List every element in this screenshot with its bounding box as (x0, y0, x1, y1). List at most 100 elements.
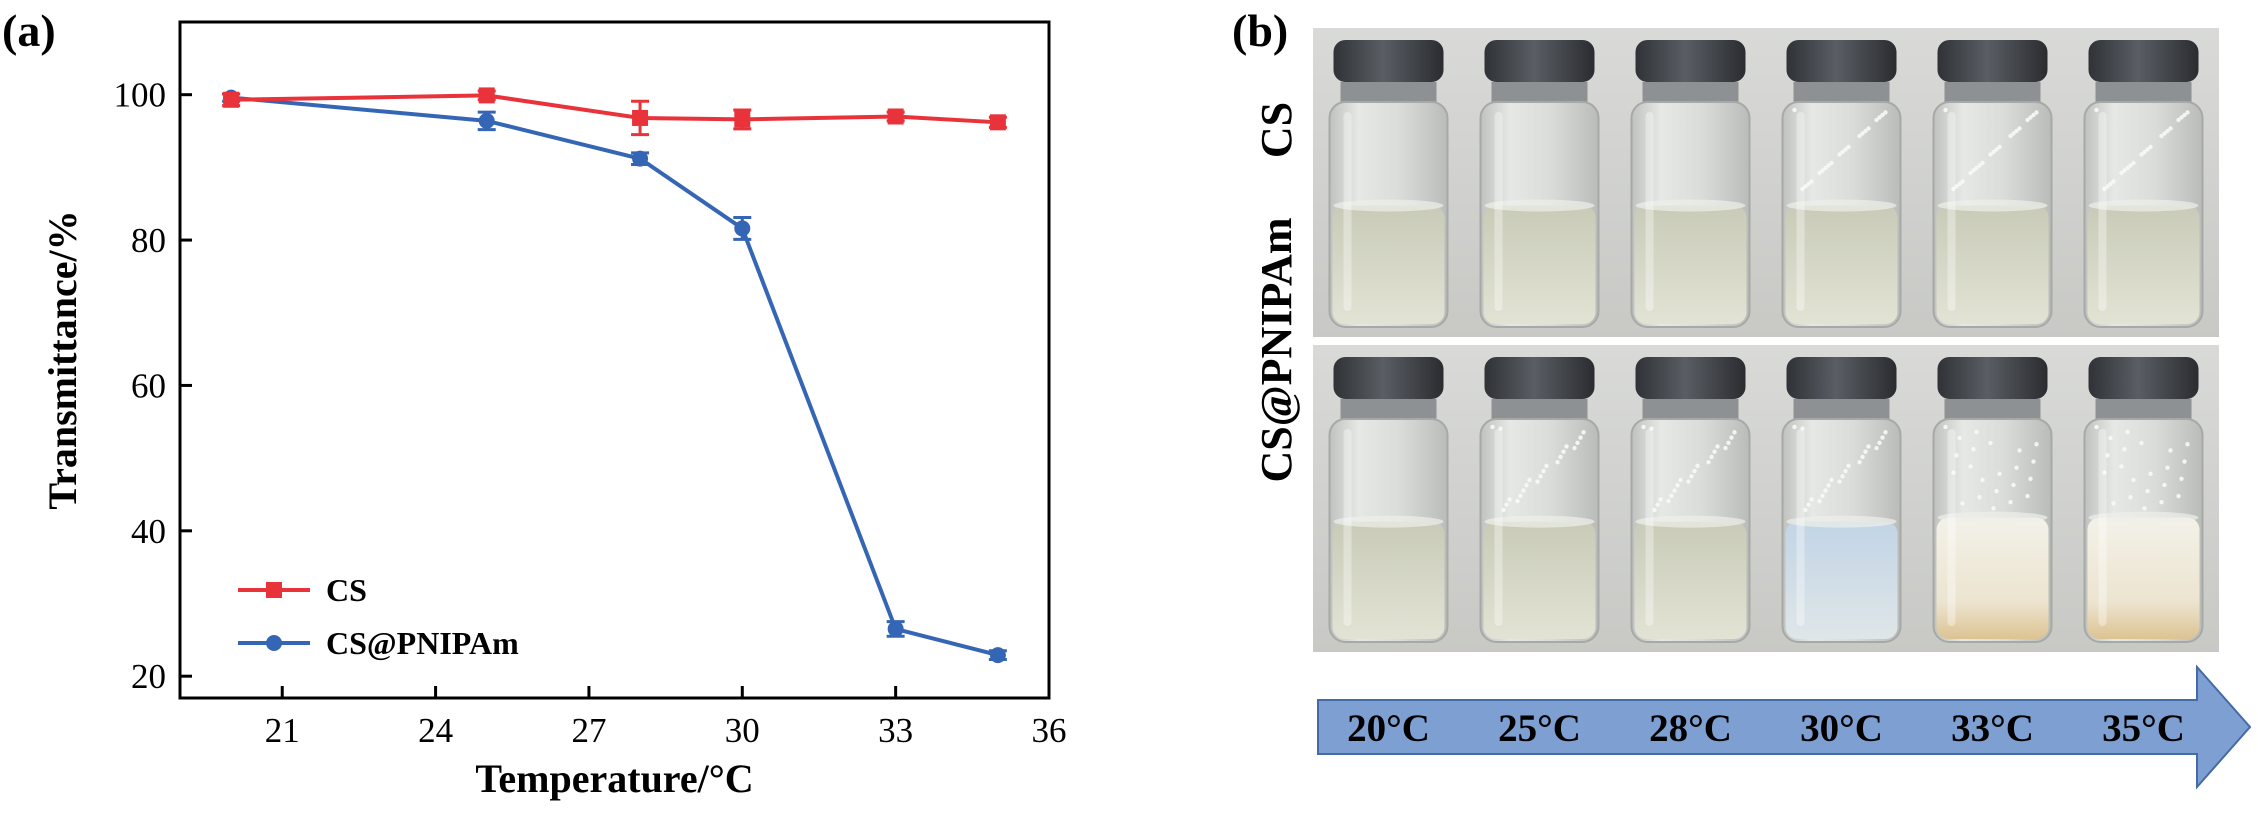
condensation-dot (1826, 163, 1831, 168)
liquid-meniscus (1635, 199, 1746, 212)
condensation-dot (2131, 477, 2136, 483)
condensation-dot (1541, 468, 1546, 474)
condensation-dot (1991, 149, 1996, 155)
condensation-dot (2034, 110, 2039, 115)
liquid-meniscus (1333, 515, 1444, 528)
vial-liquid (2087, 205, 2200, 324)
condensation-dot (2185, 442, 2190, 447)
condensation-dot (1866, 126, 1871, 131)
condensation-dot (1726, 440, 1731, 445)
condensation-dot (1561, 449, 1566, 454)
condensation-dot (1692, 468, 1697, 474)
condensation-dot (1860, 131, 1865, 136)
condensation-dot (2034, 442, 2039, 447)
condensation-dot (1880, 112, 1885, 118)
condensation-dot (1666, 498, 1671, 504)
vial-photo-cs-3 (1615, 28, 1766, 337)
condensation-dot (2031, 459, 2036, 464)
condensation-dot (1957, 435, 1962, 441)
vial-collar (1491, 399, 1588, 419)
condensation-dot (1709, 454, 1714, 460)
condensation-dot (1527, 477, 1532, 483)
y-tick-label: 20 (131, 657, 166, 696)
vial-photo-cs-pnipam-4 (1766, 345, 1917, 652)
vial-collar (2095, 399, 2192, 419)
condensation-dot (1883, 110, 1888, 115)
condensation-dot (1729, 435, 1734, 440)
liquid-meniscus (1937, 199, 2048, 212)
condensation-dot (2128, 163, 2133, 168)
condensation-dot (2176, 117, 2181, 123)
condensation-dot (1997, 471, 2002, 477)
condensation-dot (1501, 507, 1506, 513)
condensation-dot (1575, 440, 1580, 445)
y-tick-label: 60 (131, 366, 166, 405)
condensation-dot (1806, 502, 1811, 507)
condensation-dot (2176, 493, 2181, 499)
condensation-dot (1826, 483, 1831, 488)
vial-cap (1786, 40, 1897, 82)
vial-cap (1786, 357, 1897, 399)
condensation-dot (2168, 126, 2173, 131)
vial-collar (1944, 399, 2041, 419)
condensation-dot (2179, 115, 2184, 120)
vial-cap (1937, 357, 2048, 399)
legend: CS CS@PNIPAm (238, 572, 519, 661)
condensation-dot (1544, 463, 1549, 469)
liquid-meniscus (1333, 199, 1444, 212)
liquid-meniscus (2088, 199, 2199, 212)
temperature-labels: 20°C 25°C 28°C 30°C 33°C 35°C (1347, 707, 2185, 750)
condensation-dot (1843, 147, 1848, 152)
row-label-cs-pnipam: CS@PNIPAm (1252, 218, 1301, 483)
vial-liquid (1936, 517, 2049, 639)
condensation-dot (1991, 506, 1996, 511)
condensation-dot (2014, 128, 2019, 134)
panel-a-label: (a) (2, 5, 56, 56)
condensation-dot (1498, 426, 1503, 431)
condensation-dot (1803, 507, 1808, 513)
condensation-dot (2162, 131, 2167, 136)
glass-highlight (1645, 112, 1654, 311)
condensation-dot (1994, 147, 1999, 152)
condensation-dot (1564, 444, 1569, 449)
condensation-dot (1883, 430, 1888, 435)
condensation-dot (1951, 186, 1956, 192)
condensation-dot (1980, 477, 1985, 483)
condensation-dot (1943, 424, 1948, 430)
data-point (887, 108, 904, 125)
x-tick-label: 24 (418, 711, 453, 750)
condensation-dot (2168, 448, 2173, 453)
data-point (887, 620, 904, 637)
condensation-dot (1988, 440, 1993, 446)
condensation-dot (1971, 168, 1976, 173)
condensation-dot (1866, 444, 1871, 449)
condensation-dot (2108, 435, 2113, 441)
glass-highlight (1947, 112, 1956, 311)
condensation-dot (2142, 506, 2147, 511)
data-point (989, 114, 1006, 131)
condensation-dot (2122, 447, 2127, 452)
vial-liquid (1936, 205, 2049, 324)
condensation-dot (1515, 498, 1520, 504)
vial-collar (1491, 82, 1588, 102)
condensation-dot (1800, 426, 1805, 431)
liquid-meniscus (1484, 515, 1595, 528)
condensation-dot (2131, 160, 2136, 166)
liquid-meniscus (2088, 511, 2199, 524)
condensation-dot (2017, 448, 2022, 453)
vial-cap (1635, 40, 1746, 82)
temperature-label: 35°C (2102, 707, 2185, 750)
condensation-dot (1817, 170, 1822, 176)
condensation-dot (1555, 460, 1560, 465)
vial-cap (1937, 40, 2048, 82)
condensation-dot (1823, 165, 1828, 171)
x-axis-title: Temperature/°C (475, 756, 753, 801)
condensation-dot (1880, 435, 1885, 440)
condensation-dot (2119, 464, 2124, 469)
condensation-dot (1820, 493, 1825, 498)
glass-highlight (1343, 429, 1352, 626)
x-tick-label: 36 (1032, 711, 1067, 750)
condensation-dot (1712, 449, 1717, 454)
condensation-dot (1968, 464, 1973, 469)
condensation-dot (1803, 184, 1808, 189)
